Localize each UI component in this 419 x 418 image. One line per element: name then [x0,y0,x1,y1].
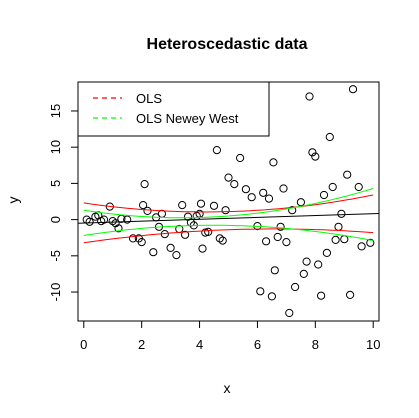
data-point [140,180,149,189]
data-point [273,232,282,242]
legend-label-ols-newey-west: OLS Newey West [136,111,239,126]
data-point [343,170,352,179]
data-point [139,201,148,210]
data-point [282,238,291,247]
data-point [224,173,233,182]
data-point [314,260,323,269]
data-point [178,201,187,210]
data-point [99,215,109,224]
data-point [259,188,268,197]
data-point [279,184,288,193]
data-point [123,215,132,224]
data-point [221,206,230,215]
data-point [299,269,308,278]
data-point [346,290,355,299]
data-point [241,185,250,194]
data-point [269,158,278,167]
data-point [311,152,320,161]
band-upper-ols [83,194,374,213]
data-point [181,230,190,239]
y-tick-label: 10 [48,140,63,154]
plot-marks [77,85,380,318]
data-point [308,148,317,157]
data-point [325,132,334,142]
x-tick-label: 8 [312,337,319,352]
data-point [209,201,219,210]
y-tick-label: 0 [48,216,63,223]
chart-title: Heteroscedastic data [147,36,308,53]
data-point [334,222,343,231]
data-point [137,238,146,247]
data-point [322,248,331,257]
regression-line [77,212,380,224]
data-point [276,222,285,231]
data-point [264,194,274,203]
data-point [212,146,221,155]
data-point [328,182,337,192]
data-point [204,227,213,236]
axes: 0 2 4 6 8 10 -10 -5 0 5 10 15 [48,104,380,352]
y-axis-label: y [5,197,21,204]
data-point [288,206,297,215]
data-point [149,248,158,257]
y-tick-label: 15 [48,104,63,118]
data-point [247,193,256,202]
data-point [354,182,363,192]
y-tick-label: 5 [48,180,63,187]
data-point [267,292,276,301]
band-upper-newey-west [83,188,374,219]
data-point [114,224,123,233]
data-point [340,235,349,244]
data-point [128,234,138,243]
data-point [302,257,311,266]
data-point [236,153,245,163]
data-point [337,209,346,218]
band-lower-newey-west [83,224,374,242]
data-point [85,217,94,226]
data-point [285,308,294,318]
y-tick-label: -5 [48,250,63,262]
data-point [256,287,265,296]
data-point [201,228,210,237]
data-point [296,198,305,207]
data-point [366,238,375,247]
x-axis-label: x [224,380,231,396]
band-lower-ols [83,228,374,244]
data-point [143,206,152,215]
data-point [305,92,314,101]
x-tick-label: 6 [254,337,261,352]
data-point [291,282,300,292]
data-point [218,236,227,245]
data-point [357,242,366,251]
data-point [262,237,271,246]
data-point [317,291,326,300]
x-tick-label: 10 [366,337,380,352]
data-point [198,244,207,253]
data-point [196,199,206,208]
y-tick-label: -10 [48,283,63,302]
x-tick-label: 4 [196,337,203,352]
legend: OLS OLS Newey West [77,81,270,137]
x-tick-label: 0 [80,337,87,352]
data-point [348,85,358,94]
data-point [319,190,329,200]
data-point [166,243,175,252]
legend-label-ols: OLS [136,91,162,106]
legend-box [77,81,270,137]
data-point [270,266,279,275]
data-point [172,251,181,260]
x-tick-label: 2 [138,337,145,352]
data-point [230,180,239,189]
data-point [331,235,340,244]
